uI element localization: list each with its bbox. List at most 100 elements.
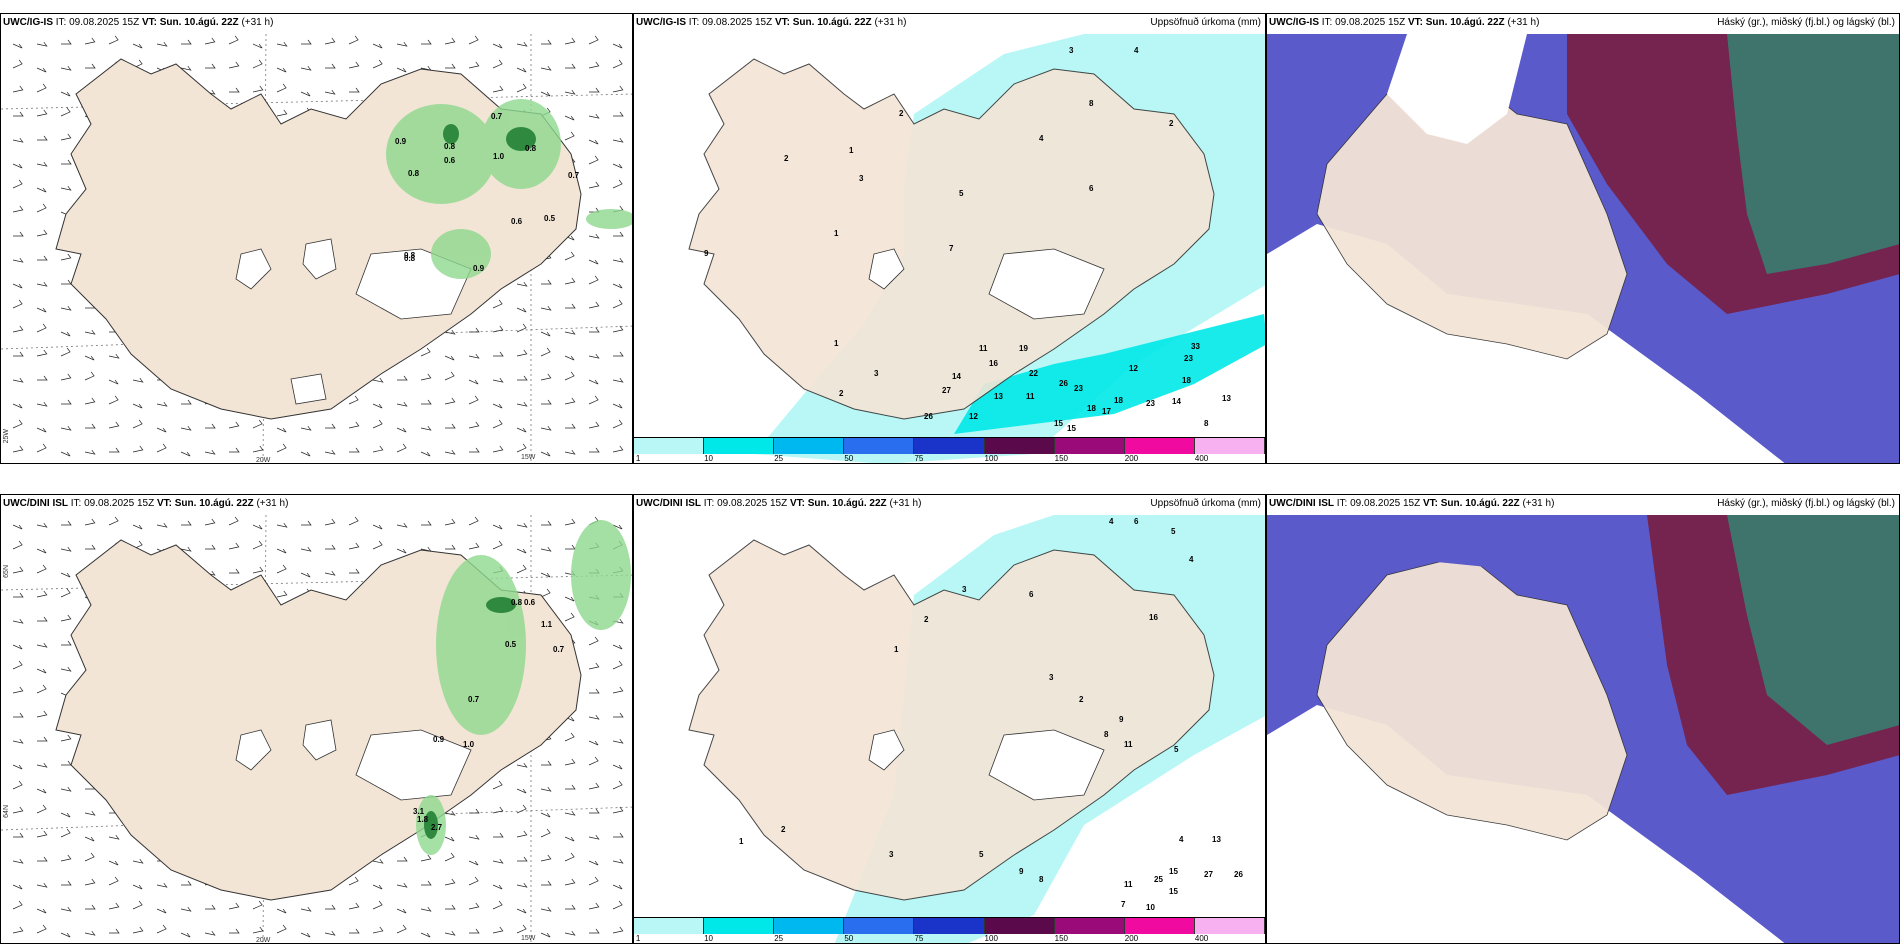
wind-barb bbox=[396, 522, 408, 528]
lat-label-64n: 64N bbox=[3, 805, 10, 818]
wind-barb bbox=[252, 926, 264, 934]
value-label: 4 bbox=[1109, 517, 1114, 526]
wind-barb bbox=[589, 688, 600, 694]
wind-barb bbox=[252, 43, 263, 49]
colorbar-swatch bbox=[844, 918, 915, 934]
wind-barb bbox=[276, 427, 287, 433]
wind-barb bbox=[325, 63, 336, 69]
wind-barb bbox=[444, 355, 455, 361]
wind-barb bbox=[444, 329, 456, 335]
wind-barb bbox=[468, 379, 479, 385]
panel-header: UWC/IG-IS IT: 09.08.2025 15Z VT: Sun. 10… bbox=[1269, 17, 1539, 28]
wind-barb bbox=[300, 91, 311, 97]
wind-barb bbox=[300, 65, 312, 71]
value-label: 23 bbox=[1146, 399, 1155, 408]
wind-barb bbox=[36, 187, 47, 193]
wind-barb bbox=[588, 61, 600, 69]
wind-barb bbox=[36, 229, 48, 237]
wind-barb bbox=[372, 926, 384, 934]
wind-barb bbox=[12, 738, 24, 744]
wind-barb bbox=[12, 858, 24, 864]
colorbar-label: 1 bbox=[635, 934, 641, 943]
wind-barb bbox=[564, 852, 575, 862]
vt-label: VT: bbox=[1422, 498, 1438, 509]
wind-barb bbox=[324, 37, 336, 45]
wind-barb bbox=[61, 159, 72, 165]
model-name: UWC/IG-IS bbox=[3, 17, 53, 28]
value-label: 9 bbox=[704, 249, 709, 258]
value-label: 15 bbox=[1169, 867, 1178, 876]
wind-barb bbox=[108, 860, 119, 866]
wind-barb bbox=[541, 760, 552, 766]
value-label: 5 bbox=[1171, 527, 1176, 536]
wind-barb bbox=[252, 59, 263, 69]
precip-colorbar: 1 10 25 50 75 100 150 200 400 bbox=[634, 437, 1265, 463]
wind-barb bbox=[276, 67, 287, 73]
vt-value: Sun. 10.ágú. 22Z bbox=[174, 498, 254, 509]
value-label: 5 bbox=[979, 850, 984, 859]
wind-barb bbox=[108, 395, 119, 405]
colorbar-swatch bbox=[704, 918, 775, 934]
wind-barb bbox=[492, 524, 503, 530]
wind-barb bbox=[156, 522, 168, 528]
value-label: 0.8 bbox=[444, 142, 456, 151]
wind-barb bbox=[12, 618, 24, 624]
wind-barb bbox=[613, 351, 624, 357]
value-label: 7 bbox=[949, 244, 954, 253]
wind-barb bbox=[372, 43, 383, 49]
panel-header: UWC/DINI ISL IT: 09.08.2025 15Z VT: Sun.… bbox=[3, 498, 288, 509]
wind-barb bbox=[325, 423, 336, 429]
wind-barb bbox=[588, 395, 599, 405]
wind-barb bbox=[516, 281, 528, 287]
wind-barb bbox=[276, 908, 287, 914]
lat-label-65n: 65N bbox=[3, 565, 10, 578]
wind-barb bbox=[396, 908, 407, 914]
colorbar-swatch bbox=[774, 918, 845, 934]
wind-barb bbox=[301, 39, 312, 45]
wind-barb bbox=[108, 379, 119, 385]
value-label: 8 bbox=[1204, 419, 1209, 428]
wind-barb bbox=[588, 113, 600, 119]
value-label: 13 bbox=[994, 392, 1003, 401]
wind-barb bbox=[228, 542, 240, 550]
wind-barb bbox=[13, 231, 24, 237]
wind-barb bbox=[541, 520, 552, 526]
wind-barb bbox=[589, 928, 600, 934]
wind-barb bbox=[60, 906, 72, 912]
wind-barb bbox=[12, 419, 23, 429]
colorbar-label: 150 bbox=[1054, 454, 1069, 463]
wind-barb bbox=[588, 35, 599, 45]
wind-barb bbox=[589, 327, 600, 333]
wind-barb bbox=[541, 279, 552, 285]
wind-barb bbox=[348, 35, 359, 45]
value-label: 14 bbox=[1172, 397, 1181, 406]
wind-barb bbox=[60, 666, 72, 672]
wind-barb bbox=[12, 764, 23, 770]
value-label: 0.5 bbox=[505, 640, 517, 649]
wind-barb bbox=[444, 836, 455, 842]
panel-bot-right-clouds: UWC/DINI ISL IT: 09.08.2025 15Z VT: Sun.… bbox=[1266, 494, 1900, 944]
wind-barb bbox=[180, 65, 192, 71]
wind-barb bbox=[444, 930, 456, 936]
value-label: 11 bbox=[1026, 392, 1035, 401]
wind-barb bbox=[565, 904, 576, 910]
wind-barb bbox=[276, 109, 288, 117]
colorbar-label: 10 bbox=[704, 934, 714, 943]
wind-barb bbox=[324, 518, 336, 526]
value-label: 18 bbox=[1182, 376, 1191, 385]
value-label: 5 bbox=[959, 189, 964, 198]
model-name: UWC/DINI ISL bbox=[3, 498, 68, 509]
value-label: 12 bbox=[1129, 364, 1138, 373]
wind-barb bbox=[84, 930, 96, 936]
value-label: 23 bbox=[1184, 354, 1193, 363]
wind-barb bbox=[564, 878, 576, 886]
value-label: 12 bbox=[969, 412, 978, 421]
wind-barb bbox=[132, 403, 143, 409]
wind-barb bbox=[12, 137, 24, 143]
wind-barb bbox=[60, 425, 72, 431]
wind-barb bbox=[612, 780, 623, 790]
value-label: 33 bbox=[1191, 342, 1200, 351]
wind-barb bbox=[36, 67, 47, 73]
wind-barb bbox=[12, 283, 23, 289]
wind-barb bbox=[12, 445, 24, 453]
